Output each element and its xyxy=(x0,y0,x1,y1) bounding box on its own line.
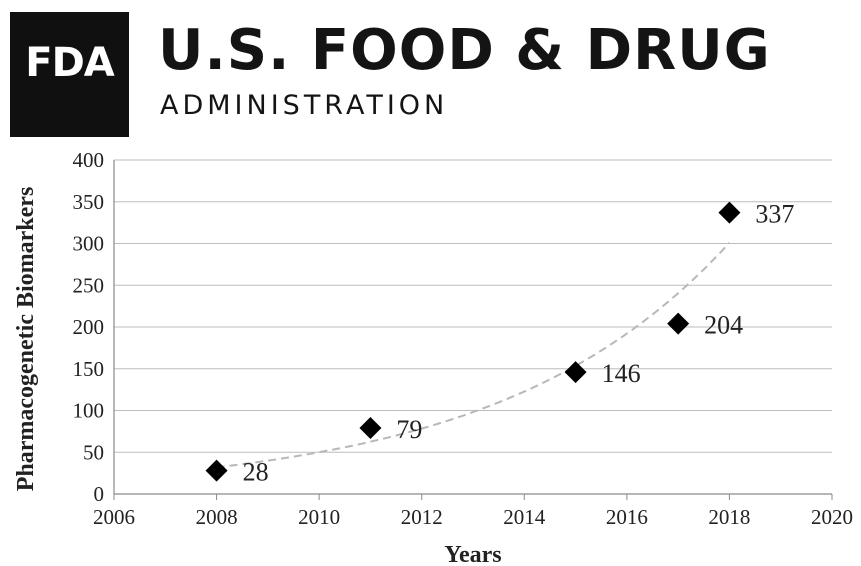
y-tick-label: 400 xyxy=(73,148,105,172)
header: FDA U.S. FOOD & DRUG ADMINISTRATION xyxy=(0,0,861,140)
y-tick-label: 150 xyxy=(73,357,105,381)
x-axis-label: Years xyxy=(444,542,501,566)
data-point xyxy=(667,312,690,335)
data-label: 79 xyxy=(396,415,422,444)
y-tick-label: 350 xyxy=(73,190,105,214)
y-tick-label: 0 xyxy=(94,482,105,506)
x-tick-label: 2006 xyxy=(93,505,135,529)
x-tick-label: 2016 xyxy=(606,505,648,529)
axis-layer: 0 50 100 150 200 250 300 350 400 2006 2008 2010 2012… xyxy=(73,148,854,529)
agency-name: U.S. FOOD & DRUG xyxy=(158,18,771,83)
y-tick-label: 250 xyxy=(73,273,105,297)
y-tick-label: 300 xyxy=(73,232,105,256)
y-tick-label: 50 xyxy=(83,440,104,464)
data-point xyxy=(359,417,382,440)
logo-text: FDA xyxy=(25,40,114,86)
data-point xyxy=(205,459,228,482)
x-tick-label: 2018 xyxy=(708,505,750,529)
x-tick-label: 2012 xyxy=(401,505,443,529)
x-tick-label: 2020 xyxy=(811,505,853,529)
data-point xyxy=(564,361,587,384)
data-label: 204 xyxy=(704,311,743,340)
y-tick-label: 100 xyxy=(73,399,105,423)
data-point xyxy=(718,201,741,224)
fda-logo: FDA xyxy=(10,12,129,137)
data-label: 146 xyxy=(602,359,641,388)
trendline xyxy=(216,242,731,469)
x-tick-label: 2014 xyxy=(503,505,546,529)
data-label: 28 xyxy=(243,458,269,487)
agency-subtitle: ADMINISTRATION xyxy=(160,90,449,121)
y-tick-label: 200 xyxy=(73,315,105,339)
x-tick-label: 2008 xyxy=(196,505,238,529)
trend-layer xyxy=(216,242,731,469)
y-axis-label: Pharmacogenetic Biomarkers xyxy=(13,187,39,492)
data-label: 337 xyxy=(755,200,794,229)
points-layer: 28 79 146 204 337 xyxy=(205,200,794,487)
x-tick-label: 2010 xyxy=(298,505,340,529)
grid-layer xyxy=(114,159,832,453)
